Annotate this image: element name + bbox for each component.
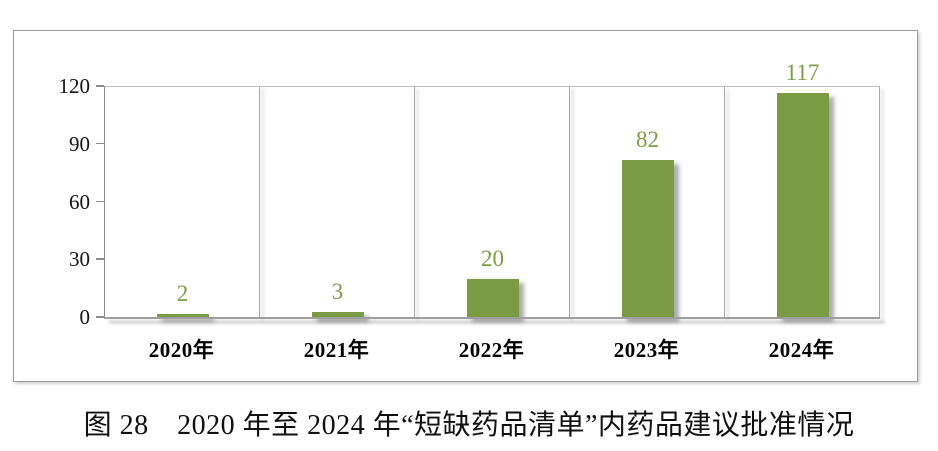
category-separator-gridline [413, 87, 415, 318]
bar-2021年 [311, 312, 364, 318]
y-tick-mark [96, 316, 104, 318]
category-cell: 82 [570, 87, 725, 318]
category-cell: 117 [725, 61, 880, 318]
category-separator-gridline [258, 87, 260, 318]
x-axis-label: 2020年 [148, 338, 215, 362]
y-tick-mark [96, 85, 104, 87]
category-cell: 20 [415, 87, 570, 318]
plot-area: 2 3 20 82 117 [104, 61, 880, 319]
bar-value-label: 82 [636, 127, 659, 152]
y-tick-mark [96, 200, 104, 203]
bar-value-label: 2 [176, 281, 189, 306]
y-tick-label: 120 [58, 74, 91, 98]
y-tick-label: 0 [79, 305, 91, 329]
bar-2023年 [621, 160, 674, 318]
y-tick-mark [96, 142, 104, 145]
category-separator-gridline [723, 87, 725, 318]
y-tick-label: 60 [69, 189, 90, 214]
bar-2024年 [776, 93, 829, 318]
y-tick-label: 30 [69, 247, 90, 272]
category-cell: 2 [105, 87, 260, 318]
category-separator-gridline [568, 87, 570, 318]
bar-value-label: 117 [785, 60, 820, 85]
figure-caption: 图 28 2020 年至 2024 年“短缺药品清单”内药品建议批准情况 [83, 410, 855, 441]
bar-value-label: 3 [331, 279, 344, 304]
x-axis-label: 2022年 [458, 338, 525, 362]
bar-value-label: 20 [481, 246, 504, 271]
chart-container: 2 3 20 82 117 0 30 60 90 120 2020年 2021年 2022年 2023… [13, 30, 918, 382]
x-axis-labels: 2020年 2021年 2022年 2023年 2024年 [104, 334, 879, 364]
x-axis-label: 2023年 [613, 338, 680, 362]
x-axis-label: 2021年 [303, 338, 370, 362]
y-tick-label: 90 [69, 131, 90, 156]
category-cell: 3 [260, 87, 415, 318]
x-axis-baseline [104, 317, 880, 319]
x-axis-label: 2024年 [768, 338, 835, 362]
bar-2020年 [156, 314, 209, 318]
y-tick-mark [96, 258, 104, 260]
bar-2022年 [466, 279, 519, 318]
category-columns: 2 3 20 82 117 [105, 61, 880, 318]
category-separator-gridline [878, 87, 880, 318]
